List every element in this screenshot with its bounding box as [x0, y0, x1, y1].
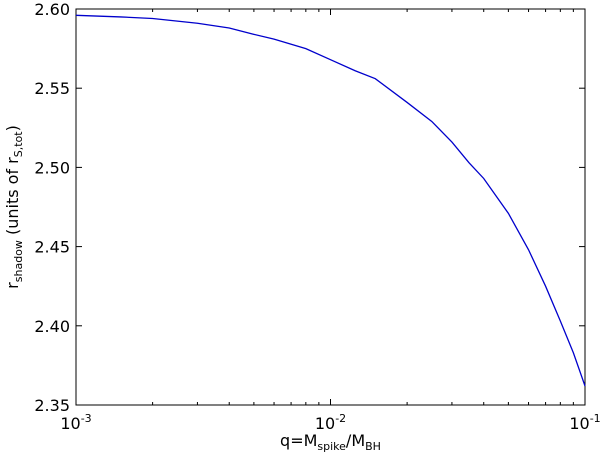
y-tick-label: 2.50	[34, 158, 70, 177]
x-axis-label: q=Mspike/MBH	[280, 431, 381, 453]
label-part: r	[3, 282, 22, 289]
y-tick-label: 2.55	[34, 79, 70, 98]
label-part: (units of r	[3, 157, 22, 240]
label-part: BH	[365, 440, 381, 453]
label-part: spike	[317, 440, 346, 453]
tick-exponent: -2	[335, 412, 346, 425]
y-tick-label: 2.45	[34, 238, 70, 257]
tick-exponent: -3	[81, 412, 92, 425]
data-line	[75, 14, 586, 387]
y-axis-label: rshadow (units of rS,tot)	[3, 125, 25, 289]
label-part: )	[3, 125, 22, 131]
y-tick-label: 2.60	[34, 0, 70, 19]
x-tick-label: 10-2	[315, 412, 346, 433]
tick-base: 10	[569, 414, 589, 433]
tick-base: 10	[315, 414, 335, 433]
label-part: /M	[346, 431, 365, 450]
x-tick-label: 10-1	[569, 412, 600, 433]
tick-exponent: -1	[590, 412, 600, 425]
label-part: q=M	[280, 431, 317, 450]
label-part: S,tot	[12, 131, 25, 158]
y-tick-label: 2.40	[34, 317, 70, 336]
y-tick-label: 2.35	[34, 396, 70, 415]
x-tick-label: 10-3	[60, 412, 91, 433]
label-part: shadow	[12, 240, 25, 282]
tick-base: 10	[60, 414, 80, 433]
plot-frame	[75, 8, 586, 406]
